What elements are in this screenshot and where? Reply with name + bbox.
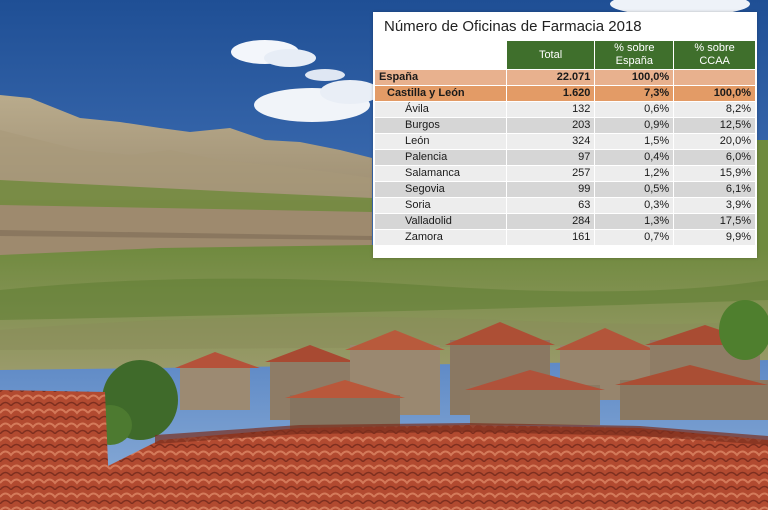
province-total: 203 xyxy=(506,118,595,133)
pharmacy-stats-table-card: Número de Oficinas de Farmacia 2018 Tota… xyxy=(373,12,757,258)
province-pct-spain: 1,3% xyxy=(595,214,674,229)
province-pct-spain: 0,6% xyxy=(595,102,674,117)
table-row: Salamanca 257 1,2% 15,9% xyxy=(375,166,755,181)
row-spain-name: España xyxy=(375,70,506,85)
province-name: Palencia xyxy=(375,150,506,165)
table-row: Palencia 97 0,4% 6,0% xyxy=(375,150,755,165)
province-total: 97 xyxy=(506,150,595,165)
row-spain-pct-ccaa xyxy=(674,70,755,85)
province-pct-ccaa: 3,9% xyxy=(674,198,755,213)
province-name: Salamanca xyxy=(375,166,506,181)
province-pct-ccaa: 20,0% xyxy=(674,134,755,149)
table-row: Zamora 161 0,7% 9,9% xyxy=(375,230,755,245)
province-total: 99 xyxy=(506,182,595,197)
header-total: Total xyxy=(506,41,595,69)
province-name: León xyxy=(375,134,506,149)
header-pct-spain: % sobre España xyxy=(595,41,674,69)
table-row: Segovia 99 0,5% 6,1% xyxy=(375,182,755,197)
province-name: Burgos xyxy=(375,118,506,133)
row-spain-total: 22.071 xyxy=(506,70,595,85)
province-total: 161 xyxy=(506,230,595,245)
province-pct-spain: 1,2% xyxy=(595,166,674,181)
row-spain-pct-spain: 100,0% xyxy=(595,70,674,85)
province-pct-ccaa: 8,2% xyxy=(674,102,755,117)
province-pct-ccaa: 15,9% xyxy=(674,166,755,181)
province-pct-ccaa: 12,5% xyxy=(674,118,755,133)
row-spain: España 22.071 100,0% xyxy=(375,70,755,85)
province-total: 284 xyxy=(506,214,595,229)
table-row: Burgos 203 0,9% 12,5% xyxy=(375,118,755,133)
province-pct-ccaa: 6,0% xyxy=(674,150,755,165)
province-name: Ávila xyxy=(375,102,506,117)
province-pct-spain: 1,5% xyxy=(595,134,674,149)
table-row: León 324 1,5% 20,0% xyxy=(375,134,755,149)
province-total: 324 xyxy=(506,134,595,149)
province-pct-spain: 0,9% xyxy=(595,118,674,133)
pharmacy-table: Total % sobre España % sobre CCAA España… xyxy=(374,40,756,246)
header-blank-cell xyxy=(375,41,506,69)
row-cyl-pct-ccaa: 100,0% xyxy=(674,86,755,101)
header-pct-ccaa: % sobre CCAA xyxy=(674,41,755,69)
row-cyl-pct-spain: 7,3% xyxy=(595,86,674,101)
table-header-row: Total % sobre España % sobre CCAA xyxy=(375,41,755,69)
province-pct-spain: 0,4% xyxy=(595,150,674,165)
province-pct-spain: 0,3% xyxy=(595,198,674,213)
province-pct-ccaa: 6,1% xyxy=(674,182,755,197)
province-name: Soria xyxy=(375,198,506,213)
province-pct-ccaa: 9,9% xyxy=(674,230,755,245)
province-total: 132 xyxy=(506,102,595,117)
row-castilla-leon: Castilla y León 1.620 7,3% 100,0% xyxy=(375,86,755,101)
table-row: Soria 63 0,3% 3,9% xyxy=(375,198,755,213)
table-title: Número de Oficinas de Farmacia 2018 xyxy=(384,18,642,35)
province-total: 63 xyxy=(506,198,595,213)
row-cyl-total: 1.620 xyxy=(506,86,595,101)
table-row: Valladolid 284 1,3% 17,5% xyxy=(375,214,755,229)
province-pct-spain: 0,5% xyxy=(595,182,674,197)
province-pct-spain: 0,7% xyxy=(595,230,674,245)
province-name: Segovia xyxy=(375,182,506,197)
row-cyl-name: Castilla y León xyxy=(375,86,506,101)
province-name: Valladolid xyxy=(375,214,506,229)
province-pct-ccaa: 17,5% xyxy=(674,214,755,229)
province-name: Zamora xyxy=(375,230,506,245)
table-row: Ávila 132 0,6% 8,2% xyxy=(375,102,755,117)
province-total: 257 xyxy=(506,166,595,181)
